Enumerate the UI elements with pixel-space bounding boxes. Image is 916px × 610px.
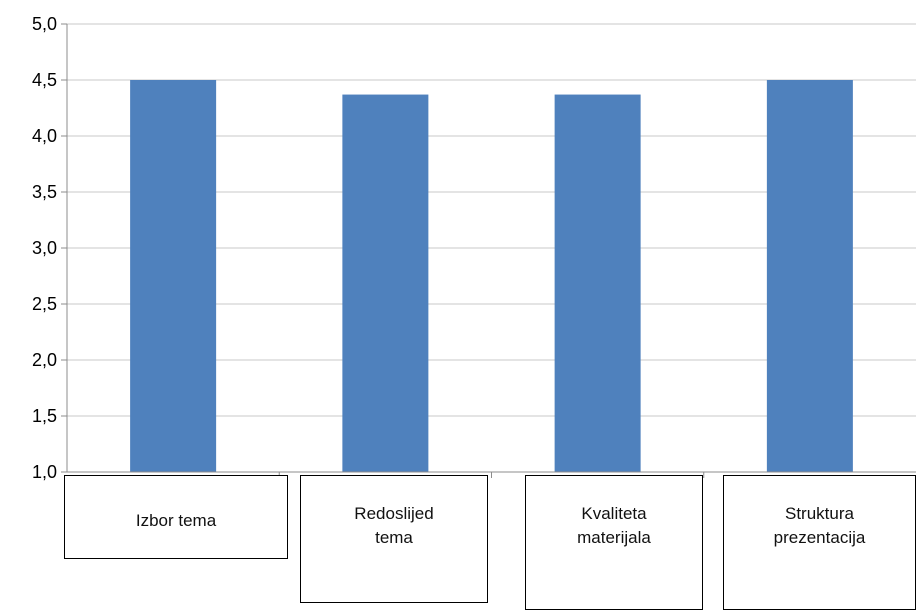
category-label: Redoslijed tema <box>354 504 434 547</box>
y-tick-label: 2,5 <box>32 294 57 314</box>
bars <box>130 80 853 472</box>
bar <box>554 94 641 472</box>
category-label-box: Izbor tema <box>64 475 288 559</box>
y-tick-label: 3,0 <box>32 238 57 258</box>
category-label: Struktura prezentacija <box>773 504 866 547</box>
bar <box>766 80 853 472</box>
category-label-box: Struktura prezentacija <box>723 475 916 610</box>
y-tick-label: 4,0 <box>32 126 57 146</box>
category-label: Kvaliteta materijala <box>577 504 651 547</box>
y-tick-label: 3,5 <box>32 182 57 202</box>
y-tick-label: 5,0 <box>32 14 57 34</box>
y-tick-label: 1,0 <box>32 462 57 482</box>
category-label: Izbor tema <box>135 511 217 530</box>
y-axis-tick-labels: 1,0 1,5 2,0 2,5 3,0 3,5 4,0 4,5 5,0 <box>32 14 57 482</box>
bar <box>130 80 217 472</box>
y-tick-label: 2,0 <box>32 350 57 370</box>
y-tick-label: 1,5 <box>32 406 57 426</box>
bar <box>342 94 429 472</box>
category-label-box: Redoslijed tema <box>300 475 488 603</box>
y-tick-label: 4,5 <box>32 70 57 90</box>
category-label-box: Kvaliteta materijala <box>525 475 703 610</box>
